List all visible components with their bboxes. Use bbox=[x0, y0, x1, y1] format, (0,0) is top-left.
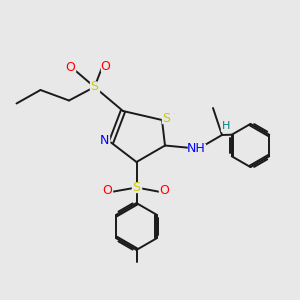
Bar bbox=[221, 121, 230, 131]
Text: S: S bbox=[163, 112, 170, 125]
Bar bbox=[103, 186, 112, 195]
Bar bbox=[101, 61, 110, 71]
Bar bbox=[100, 136, 109, 146]
Text: O: O bbox=[66, 61, 75, 74]
Text: S: S bbox=[91, 80, 98, 94]
Text: H: H bbox=[221, 121, 230, 131]
Bar bbox=[159, 186, 169, 195]
Text: O: O bbox=[101, 59, 110, 73]
Bar bbox=[188, 144, 205, 153]
Bar bbox=[162, 114, 171, 123]
Bar bbox=[90, 82, 99, 92]
Text: O: O bbox=[159, 184, 169, 197]
Bar bbox=[132, 183, 141, 192]
Text: S: S bbox=[133, 181, 140, 194]
Text: N: N bbox=[100, 134, 109, 148]
Text: O: O bbox=[103, 184, 112, 197]
Text: NH: NH bbox=[187, 142, 206, 155]
Bar bbox=[66, 63, 75, 72]
